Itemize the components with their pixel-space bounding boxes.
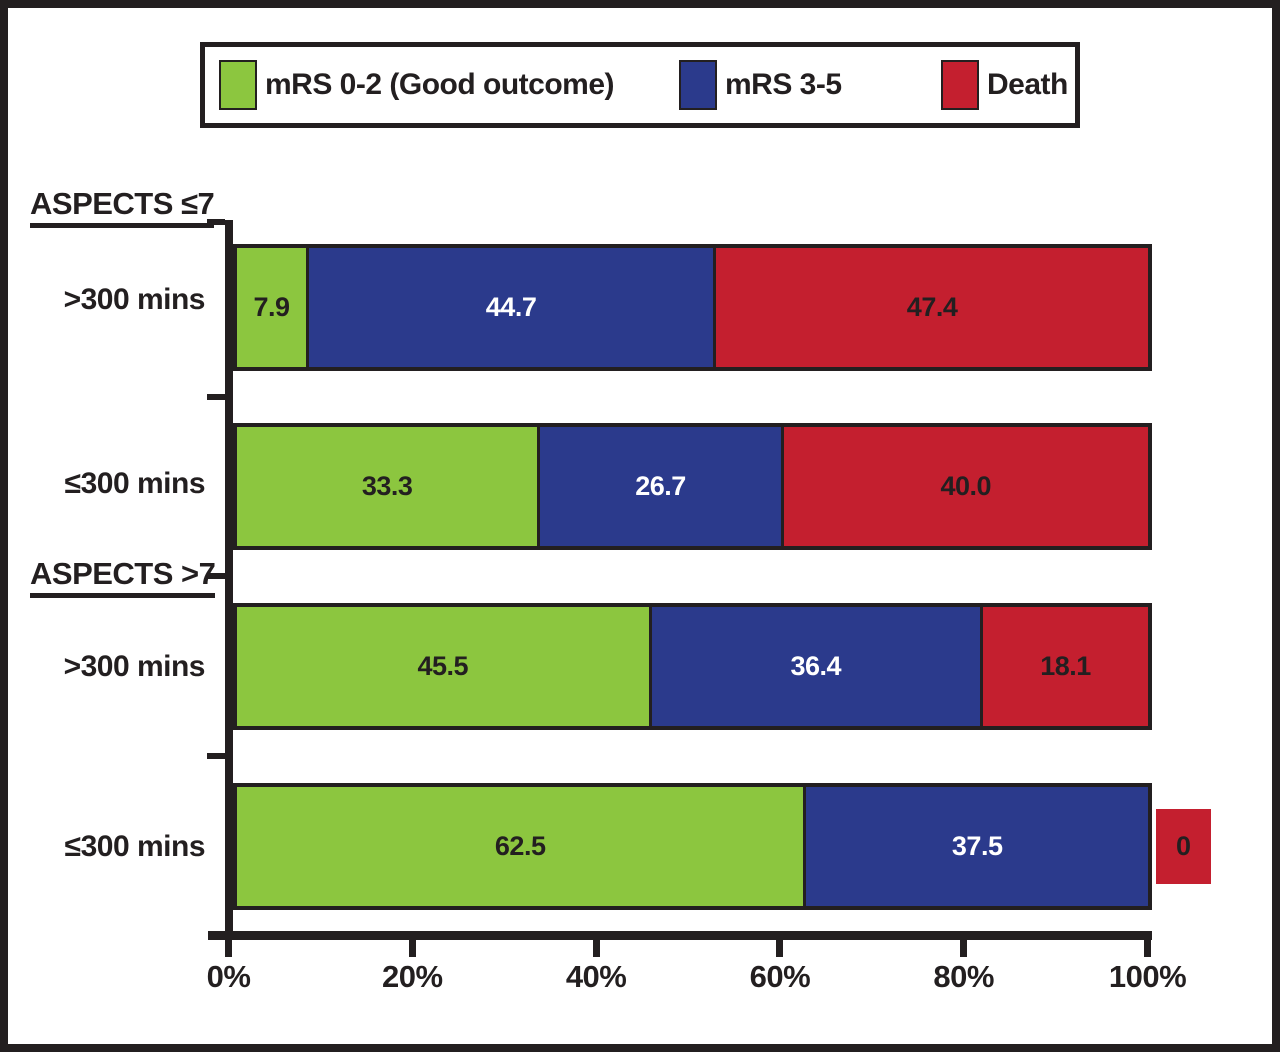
bar-row-aspects-le7-gt300: 7.9 44.7 47.4 (233, 244, 1152, 371)
bar-value-label: 40.0 (940, 471, 992, 501)
y-axis-tick (207, 573, 225, 579)
row-label-le300-gt7: ≤300 mins (64, 829, 206, 863)
bar-value-label: 18.1 (1040, 651, 1091, 681)
x-axis-tick-label: 20% (382, 959, 443, 994)
x-axis-tick (960, 940, 968, 957)
x-axis-tick-label: 40% (565, 959, 627, 994)
bar-segment-good-outcome: 45.5 (237, 607, 652, 726)
x-axis-tick (1144, 940, 1151, 957)
bar-value-label: 44.7 (485, 292, 537, 322)
bar-value-label: 33.3 (361, 471, 413, 501)
bar-segment-death: 18.1 (983, 607, 1148, 726)
x-axis-tick (592, 940, 600, 957)
group-label-aspects-gt7: ASPECTS >7 (30, 556, 216, 598)
group-label-aspects-le7: ASPECTS ≤7 (30, 186, 215, 228)
legend-label: Death (987, 68, 1068, 101)
bar-value-label: 36.4 (790, 651, 842, 681)
bar-segment-good-outcome: 62.5 (237, 787, 807, 906)
bar-segment-good-outcome: 7.9 (237, 248, 309, 367)
row-label-gt300-le7: >300 mins (63, 282, 206, 316)
legend-label: mRS 0-2 (Good outcome) (265, 68, 615, 101)
bar-value-label: 47.4 (906, 292, 958, 322)
legend-item-death: Death (941, 47, 1068, 123)
bar-value-label: 45.5 (417, 651, 469, 681)
x-axis-tick-label: 80% (933, 959, 994, 994)
x-axis-tick (225, 940, 232, 957)
row-label-gt300-gt7: >300 mins (63, 649, 206, 683)
legend-item-good-outcome: mRS 0-2 (Good outcome) (219, 47, 615, 123)
legend-swatch-death (941, 60, 979, 110)
x-axis-tick-label: 100% (1108, 959, 1187, 994)
bar-value-label: 62.5 (494, 831, 546, 861)
bar-segment-mrs-3-5: 37.5 (806, 787, 1148, 906)
bar-segment-death: 47.4 (716, 248, 1148, 367)
bar-value-label: 7.9 (253, 292, 290, 322)
x-axis-tick-label: 60% (749, 959, 811, 994)
bar-value-label: 37.5 (951, 831, 1003, 861)
x-axis-tick (776, 940, 784, 957)
legend-label: mRS 3-5 (725, 68, 842, 101)
y-axis-line (225, 220, 233, 940)
bar-segment-mrs-3-5: 44.7 (308, 248, 717, 367)
bar-segment-mrs-3-5: 36.4 (651, 607, 984, 726)
y-axis-tick (207, 753, 225, 759)
x-axis-tick (408, 940, 416, 957)
legend-swatch-good-outcome (219, 60, 257, 110)
bar-segment-good-outcome: 33.3 (237, 427, 541, 546)
bar-segment-zero-death: 0 (1156, 809, 1211, 884)
x-axis-tick-label: 0% (206, 959, 251, 994)
bar-segment-mrs-3-5: 26.7 (540, 427, 784, 546)
y-axis-tick (207, 394, 225, 400)
x-axis-line (208, 931, 1152, 940)
bar-value-label: 26.7 (635, 471, 686, 501)
bar-row-aspects-gt7-le300: 62.5 37.5 (233, 783, 1152, 910)
bar-segment-death: 40.0 (783, 427, 1148, 546)
bar-row-aspects-le7-le300: 33.3 26.7 40.0 (233, 423, 1152, 550)
legend-item-mrs-3-5: mRS 3-5 (679, 47, 842, 123)
y-axis-tick (207, 219, 225, 225)
legend: mRS 0-2 (Good outcome) mRS 3-5 Death (200, 42, 1080, 128)
row-label-le300-le7: ≤300 mins (64, 466, 206, 500)
legend-swatch-mrs-3-5 (679, 60, 717, 110)
bar-row-aspects-gt7-gt300: 45.5 36.4 18.1 (233, 603, 1152, 730)
